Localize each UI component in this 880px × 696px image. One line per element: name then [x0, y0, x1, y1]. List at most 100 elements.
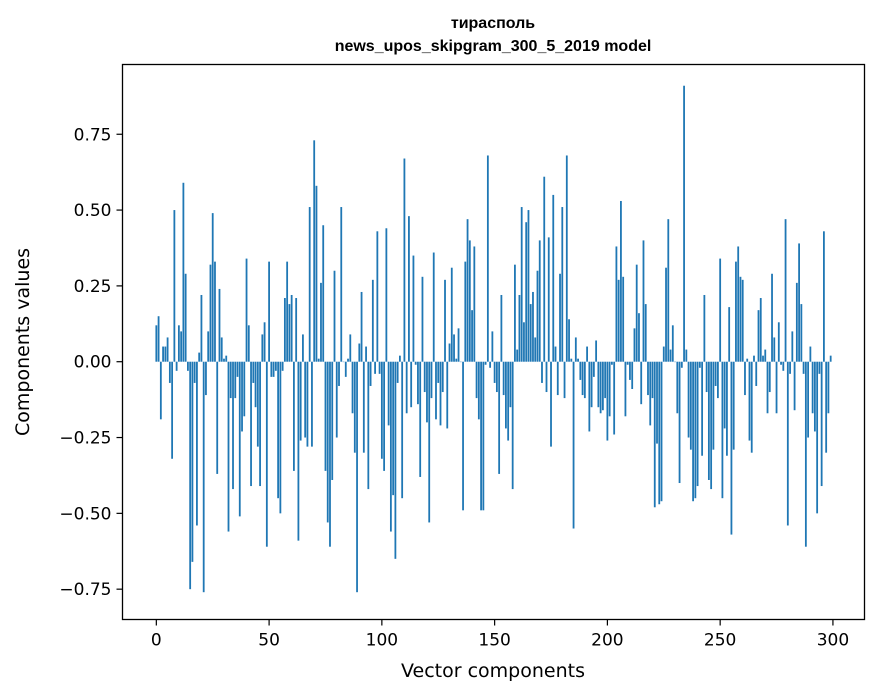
bar	[800, 304, 803, 362]
bar	[744, 361, 746, 396]
bar	[719, 258, 722, 362]
bar	[768, 361, 771, 393]
bar	[780, 361, 782, 365]
bar	[543, 176, 546, 362]
bar	[484, 361, 487, 365]
bar	[209, 264, 212, 362]
bar	[295, 298, 298, 362]
bar	[624, 361, 627, 417]
bar	[739, 276, 742, 362]
bar	[638, 313, 640, 362]
bar	[723, 361, 726, 429]
bar	[590, 361, 593, 408]
bar	[678, 361, 681, 484]
bar	[205, 361, 207, 396]
bar	[735, 261, 737, 362]
bar	[220, 337, 223, 362]
bar	[486, 155, 489, 362]
bar	[689, 361, 692, 450]
bar	[786, 361, 789, 526]
bar	[464, 261, 467, 362]
bar	[536, 270, 539, 362]
bar	[827, 361, 830, 414]
bar	[293, 361, 295, 471]
bar	[712, 361, 715, 450]
bar	[338, 361, 340, 386]
bar	[283, 298, 286, 362]
bar	[583, 361, 586, 399]
bar	[302, 334, 304, 362]
bar	[495, 361, 498, 393]
bar	[263, 322, 266, 362]
y-tick-label: −0.50	[59, 504, 111, 524]
bar	[216, 361, 219, 474]
bar	[629, 361, 631, 380]
bar	[516, 349, 519, 362]
bar	[714, 361, 717, 386]
bar	[175, 361, 178, 371]
bar	[435, 361, 437, 420]
bar	[371, 279, 374, 362]
bar	[795, 282, 798, 362]
bar	[455, 358, 458, 362]
bar	[579, 361, 582, 380]
bar	[728, 307, 731, 362]
bar	[807, 361, 810, 438]
bar	[766, 361, 769, 414]
bar	[423, 361, 426, 393]
bar	[658, 361, 661, 505]
bar	[775, 361, 778, 414]
bar	[644, 304, 647, 362]
bar	[202, 361, 205, 593]
bar	[315, 185, 318, 362]
bar	[514, 264, 516, 362]
y-tick-label: 0.00	[74, 353, 112, 373]
bar	[611, 361, 613, 365]
bar	[561, 207, 564, 362]
bar	[180, 331, 183, 362]
bar	[534, 337, 537, 362]
bar	[369, 361, 372, 386]
bar	[649, 361, 652, 426]
bar	[574, 337, 577, 362]
bar	[653, 361, 656, 508]
bar	[811, 361, 814, 414]
bar	[791, 331, 794, 362]
bar	[750, 361, 753, 453]
bar	[498, 361, 501, 474]
bar	[741, 279, 744, 362]
bar	[511, 361, 514, 490]
bar	[335, 361, 338, 438]
bar	[173, 210, 176, 362]
bar	[581, 361, 584, 396]
bar	[816, 361, 819, 514]
bar	[730, 361, 733, 535]
bar	[671, 325, 674, 362]
bar	[403, 158, 406, 362]
bar	[450, 267, 453, 362]
bar	[428, 361, 431, 523]
bar	[286, 261, 289, 362]
bar	[518, 294, 521, 362]
bar	[333, 270, 336, 362]
bar	[789, 361, 791, 374]
bar	[157, 316, 160, 362]
bar	[421, 276, 424, 362]
bar	[405, 361, 408, 414]
bar	[586, 346, 588, 362]
bar	[606, 361, 609, 441]
bar	[187, 361, 189, 371]
bar	[417, 361, 419, 405]
bar	[525, 222, 528, 362]
bar	[480, 361, 482, 511]
x-tick-label: 150	[478, 631, 510, 651]
bar	[507, 361, 510, 441]
bar	[823, 231, 825, 362]
bar	[297, 361, 300, 541]
bar	[482, 361, 485, 511]
bar	[732, 361, 735, 450]
bar	[509, 361, 512, 408]
bar	[631, 361, 634, 390]
bar	[608, 361, 611, 417]
